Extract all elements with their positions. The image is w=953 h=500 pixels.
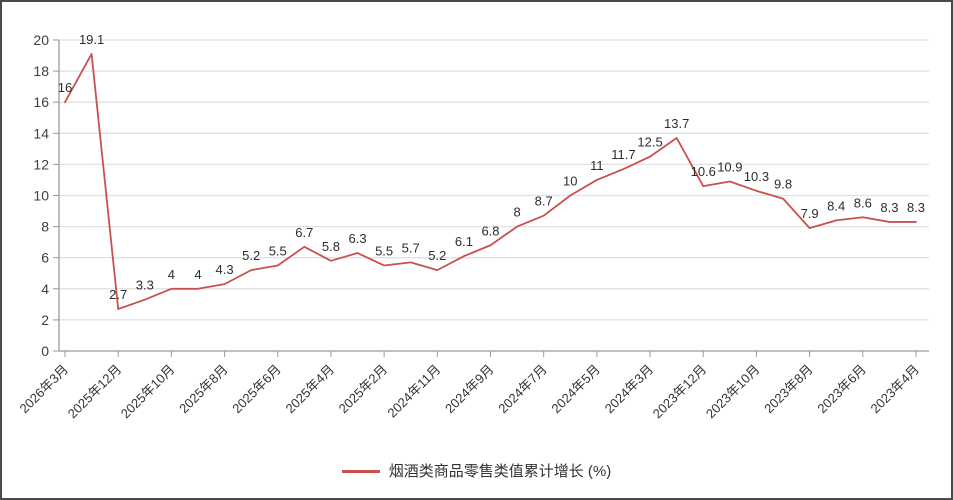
data-point-label: 4	[168, 267, 175, 282]
x-tick-label: 2023年12月	[650, 362, 710, 422]
legend-item[interactable]: 烟酒类商品零售类值累计增长 (%)	[341, 463, 612, 480]
data-point-label: 13.7	[664, 116, 689, 131]
legend: 烟酒类商品零售类值累计增长 (%)	[2, 460, 951, 479]
x-tick-label: 2024年3月	[602, 362, 657, 417]
data-point-label: 3.3	[136, 278, 154, 293]
data-point-label: 6.1	[455, 234, 473, 249]
y-tick-label: 16	[33, 94, 49, 110]
x-tick-label: 2023年10月	[703, 362, 763, 422]
data-point-label: 5.7	[402, 240, 420, 255]
y-tick-label: 18	[33, 63, 49, 79]
data-point-label: 6.8	[481, 223, 499, 238]
data-point-label: 11.7	[611, 147, 635, 162]
data-point-label: 5.5	[375, 243, 393, 258]
data-point-label: 10	[563, 174, 577, 189]
y-tick-label: 4	[41, 281, 49, 297]
legend-label: 烟酒类商品零售类值累计增长 (%)	[388, 463, 612, 480]
series-line	[64, 53, 917, 310]
data-point-label: 10.6	[691, 164, 716, 179]
y-tick-label: 14	[33, 125, 49, 141]
x-tick-label: 2023年8月	[761, 362, 816, 417]
data-point-label: 9.8	[774, 177, 792, 192]
data-point-label: 16	[58, 80, 72, 95]
x-tick-label: 2025年12月	[65, 362, 125, 422]
x-tick-label: 2024年7月	[495, 362, 550, 417]
data-point-label: 5.5	[269, 243, 287, 258]
y-tick-label: 20	[33, 32, 49, 48]
x-tick-label: 2025年2月	[336, 362, 391, 417]
data-point-label: 7.9	[801, 206, 819, 221]
data-point-label: 8.3	[880, 200, 898, 215]
data-point-label: 6.3	[348, 231, 366, 246]
data-point-label: 8	[513, 205, 520, 220]
x-tick-label: 2024年11月	[384, 362, 443, 421]
x-tick-label: 2025年8月	[176, 362, 231, 417]
data-point-label: 12.5	[637, 135, 662, 150]
data-point-label: 10.3	[744, 169, 769, 184]
y-tick-label: 8	[41, 219, 49, 235]
data-point-label: 8.3	[907, 200, 925, 215]
data-point-label: 8.7	[535, 194, 553, 209]
y-tick-label: 10	[33, 188, 49, 204]
y-tick-label: 2	[41, 312, 49, 328]
data-point-label: 5.8	[322, 239, 340, 254]
data-point-label: 10.9	[717, 160, 742, 175]
data-point-label: 5.2	[428, 248, 446, 263]
y-tick-label: 12	[33, 156, 49, 172]
data-point-label: 2.7	[109, 287, 127, 302]
x-tick-label: 2025年4月	[283, 362, 338, 417]
data-point-label: 8.4	[827, 198, 845, 213]
data-point-label: 6.7	[295, 225, 313, 240]
data-point-label: 11	[590, 158, 604, 173]
data-point-label: 5.2	[242, 248, 260, 263]
y-tick-label: 0	[41, 343, 49, 359]
y-tick-label: 6	[41, 250, 49, 266]
x-tick-label: 2025年10月	[118, 362, 178, 422]
data-point-label: 19.1	[79, 32, 104, 47]
legend-line-marker	[341, 470, 380, 473]
x-tick-label: 2024年5月	[548, 362, 603, 417]
x-tick-label: 2024年9月	[442, 362, 497, 417]
data-point-label: 8.6	[854, 195, 872, 210]
data-point-label: 4	[194, 267, 201, 282]
x-tick-label: 2023年4月	[868, 362, 923, 417]
x-tick-label: 2023年6月	[814, 362, 869, 417]
data-point-label: 4.3	[216, 262, 234, 277]
x-tick-label: 2026年3月	[17, 362, 72, 417]
x-tick-label: 2025年6月	[229, 362, 284, 417]
